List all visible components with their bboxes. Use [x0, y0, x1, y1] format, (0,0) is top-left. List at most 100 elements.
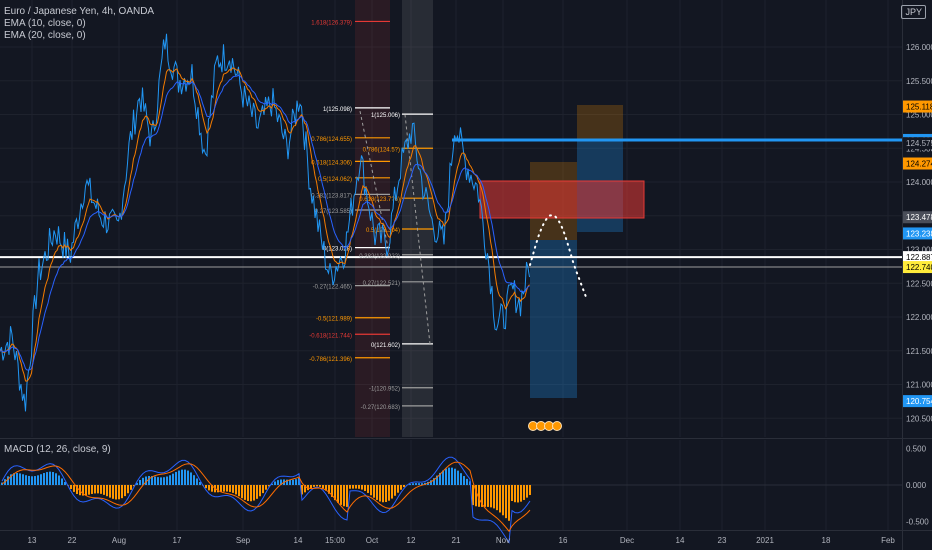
time-tick-label: Oct	[366, 536, 379, 545]
macd-hist-bar	[370, 485, 372, 496]
fib-left-label: 0.618(124.306)	[311, 160, 352, 166]
time-tick-label: Nov	[496, 536, 510, 545]
macd-hist-bar	[352, 485, 354, 489]
macd-hist-bar	[409, 483, 411, 485]
macd-hist-bar	[31, 476, 33, 485]
macd-hist-bar	[487, 485, 489, 507]
macd-hist-bar	[193, 475, 195, 485]
macd-hist-bar	[196, 478, 198, 485]
fib-right-label: 0.618(123.7?6)	[359, 197, 400, 203]
macd-hist-bar	[235, 485, 237, 495]
macd-hist-bar	[151, 476, 153, 485]
macd-hist-bar	[172, 473, 174, 485]
fib-left-label: 1(125.098)	[323, 107, 352, 113]
macd-hist-bar	[460, 473, 462, 485]
macd-hist-bar	[220, 485, 222, 492]
macd-hist-bar	[361, 485, 363, 490]
macd-hist-bar	[415, 483, 417, 485]
macd-hist-bar	[49, 471, 51, 485]
main-pane	[0, 0, 902, 437]
price-tick-label: 121.000	[906, 381, 932, 390]
macd-hist-bar	[493, 485, 495, 509]
macd-hist-bar	[19, 473, 21, 485]
macd-hist-bar	[346, 485, 348, 507]
macd-hist-bar	[238, 485, 240, 497]
currency-badge[interactable]: JPY	[901, 5, 926, 19]
macd-hist-bar	[124, 485, 126, 497]
macd-hist-bar	[481, 485, 483, 507]
macd-hist-bar	[55, 473, 57, 485]
price-tag-bg	[903, 227, 932, 240]
macd-hist-bar	[439, 472, 441, 485]
time-tick-label: 14	[676, 536, 685, 545]
time-tick-label: 14	[294, 536, 303, 545]
price-tick-label: 121.500	[906, 347, 932, 356]
macd-hist-bar	[499, 485, 501, 513]
ema20-line	[0, 74, 530, 371]
macd-hist-bar	[325, 485, 327, 491]
macd-hist-bar	[478, 485, 480, 507]
fib-right-label: -0.27(120.683)	[361, 405, 400, 411]
macd-hist-bar	[274, 481, 276, 485]
macd-hist-bar	[58, 475, 60, 485]
macd-hist-bar	[40, 474, 42, 485]
macd-hist-bar	[211, 485, 213, 492]
macd-hist-bar	[13, 473, 15, 485]
macd-hist-bar	[265, 485, 267, 490]
time-tick-label: 21	[452, 536, 461, 545]
macd-hist-bar	[169, 475, 171, 485]
time-tick-label: 12	[407, 536, 416, 545]
macd-hist-bar	[43, 473, 45, 485]
macd-hist-bar	[145, 476, 147, 485]
price-tick-label: 124.000	[906, 178, 932, 187]
price-tag-bg	[903, 395, 932, 408]
macd-hist-bar	[199, 481, 201, 485]
macd-hist-bar	[100, 485, 102, 494]
fib-left-label: 0.786(124.655)	[311, 137, 352, 143]
macd-hist-bar	[163, 477, 165, 485]
ema10-legend: EMA (10, close, 0)	[4, 18, 86, 29]
macd-hist-bar	[334, 485, 336, 501]
macd-legend: MACD (12, 26, close, 9)	[4, 444, 111, 455]
fib-right-label: 0(121.602)	[371, 343, 400, 349]
macd-hist-bar	[331, 485, 333, 497]
macd-hist-bar	[523, 485, 525, 500]
macd-hist-bar	[529, 485, 531, 495]
fib-left-label: 0(123.028)	[323, 247, 352, 253]
macd-hist-bar	[412, 483, 414, 485]
macd-tick-label: 0.000	[906, 481, 927, 490]
fib-left-label: 0.5(124.062)	[318, 177, 352, 183]
macd-hist-bar	[70, 485, 72, 490]
fib-left-label: 1.618(126.379)	[311, 20, 352, 26]
macd-hist-bar	[85, 485, 87, 496]
price-tag-label: 120.754	[906, 397, 932, 406]
time-tick-label: 15:00	[325, 536, 346, 545]
macd-hist-bar	[217, 485, 219, 493]
macd-hist-bar	[496, 485, 498, 511]
macd-hist-bar	[382, 485, 384, 503]
macd-hist-bar	[301, 485, 303, 495]
time-tick-label: 13	[28, 536, 37, 545]
fib-left-label: -0.786(121.396)	[309, 357, 352, 363]
macd-hist-bar	[64, 481, 66, 485]
macd-hist-bar	[322, 485, 324, 489]
macd-hist-bar	[289, 479, 291, 485]
macd-hist-bar	[205, 485, 207, 489]
macd-hist-bar	[232, 485, 234, 493]
macd-hist-bar	[394, 485, 396, 496]
macd-hist-bar	[244, 485, 246, 500]
macd-hist-bar	[337, 485, 339, 503]
macd-hist-bar	[316, 485, 318, 487]
macd-hist-bar	[25, 475, 27, 485]
macd-hist-bar	[502, 485, 504, 516]
macd-tick-label: 0.500	[906, 445, 927, 454]
macd-hist-bar	[94, 485, 96, 494]
short-target-zone	[530, 240, 577, 398]
macd-hist-bar	[103, 485, 105, 495]
macd-hist-bar	[520, 485, 522, 502]
macd-hist-bar	[130, 485, 132, 490]
time-tick-label: 18	[822, 536, 831, 545]
macd-hist-bar	[148, 475, 150, 485]
